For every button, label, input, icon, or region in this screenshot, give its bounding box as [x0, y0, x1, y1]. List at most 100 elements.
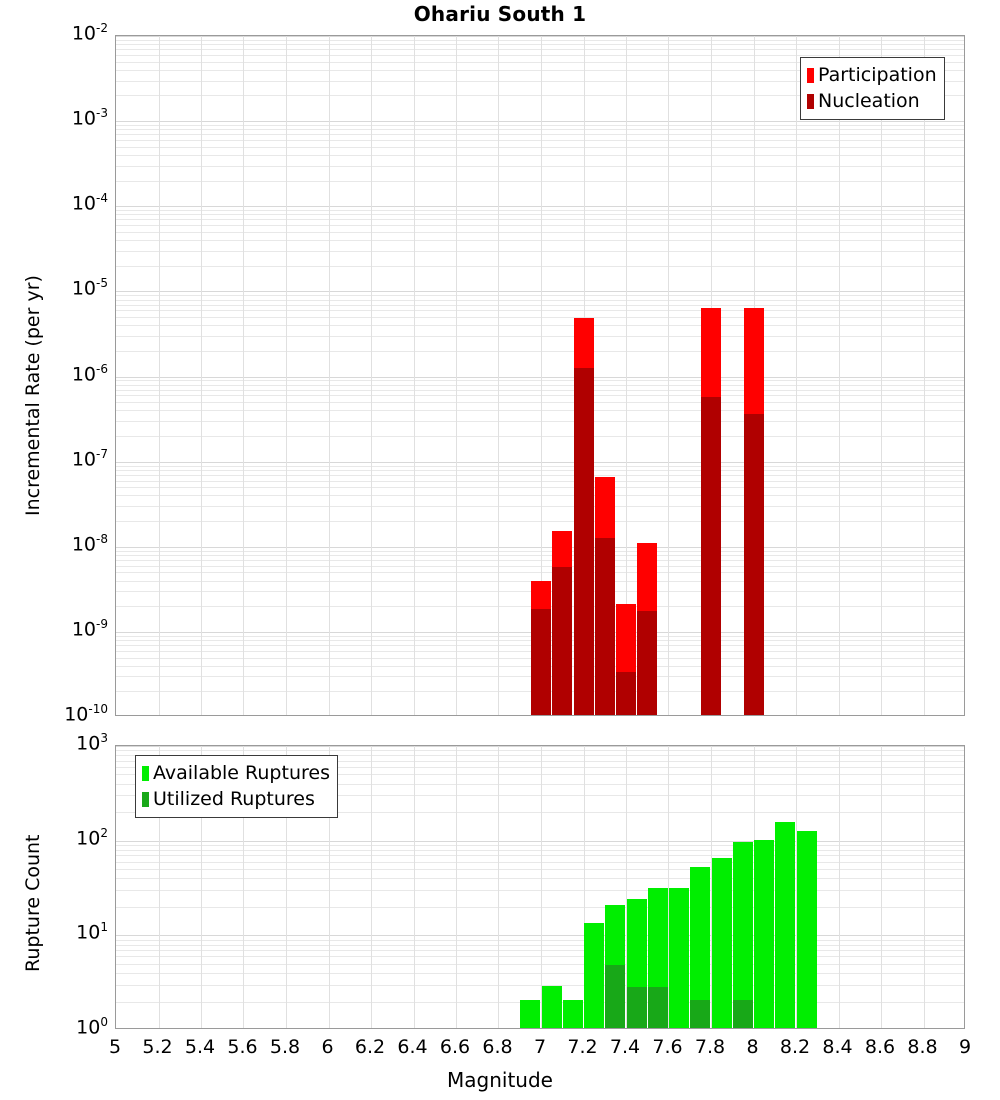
gridline-horizontal: [116, 774, 964, 775]
bar-segment-inner: [733, 1000, 753, 1028]
y-axis-tick-label: 10-3: [71, 106, 108, 130]
legend-item-nucleation[interactable]: Nucleation: [807, 88, 937, 114]
gridline-horizontal: [116, 210, 964, 211]
gridline-vertical: [924, 746, 925, 1028]
bar-group: [520, 746, 540, 1028]
available-ruptures-swatch-icon: [142, 765, 149, 781]
gridline-horizontal: [116, 62, 964, 63]
gridline-vertical: [541, 36, 542, 715]
bar-segment-outer: [797, 831, 817, 1028]
gridline-horizontal: [116, 755, 964, 756]
gridline-horizontal: [116, 495, 964, 496]
x-axis-tick-label: 6.2: [354, 1036, 386, 1058]
gridline-horizontal: [116, 317, 964, 318]
x-axis-tick-label: 7.6: [652, 1036, 683, 1058]
bar-segment-outer: [775, 822, 795, 1028]
gridline-vertical: [839, 36, 840, 715]
gridline-horizontal: [116, 377, 964, 378]
gridline-vertical: [159, 36, 160, 715]
gridline-horizontal: [116, 572, 964, 573]
x-axis-tick-label: 7.4: [609, 1036, 641, 1058]
bar-segment-inner: [701, 397, 721, 715]
page-title: Ohariu South 1: [413, 2, 587, 26]
gridline-horizontal: [116, 521, 964, 522]
x-axis-tick-label: 7.8: [694, 1036, 726, 1058]
gridline-horizontal: [116, 390, 964, 391]
gridline-horizontal: [116, 219, 964, 220]
x-axis-tick-label: 6.4: [397, 1036, 428, 1058]
bar-segment-inner: [637, 611, 657, 715]
x-axis-tick-label: 5.6: [227, 1036, 258, 1058]
gridline-horizontal: [116, 746, 964, 747]
gridline-horizontal: [116, 878, 964, 879]
gridline-horizontal: [116, 940, 964, 941]
legend-item-available-ruptures[interactable]: Available Ruptures: [142, 760, 330, 786]
grid-bottom: [116, 746, 964, 1028]
legend-item-participation[interactable]: Participation: [807, 62, 937, 88]
gridline-horizontal: [116, 81, 964, 82]
gridline-horizontal: [116, 395, 964, 396]
y-axis-tick-label: 101: [76, 920, 108, 944]
gridline-horizontal: [116, 336, 964, 337]
gridline-vertical: [243, 746, 244, 1028]
gridline-horizontal: [116, 795, 964, 796]
bar-group: [744, 36, 764, 715]
gridline-horizontal: [116, 295, 964, 296]
x-axis-tick-label: 9: [958, 1036, 972, 1058]
gridline-vertical: [456, 36, 457, 715]
gridline-horizontal: [116, 121, 964, 122]
gridline-horizontal: [116, 95, 964, 96]
gridline-vertical: [881, 36, 882, 715]
gridline-horizontal: [116, 70, 964, 71]
bar-group: [637, 36, 657, 715]
y-axis-label-bottom: Rupture Count: [22, 834, 44, 973]
bar-group: [733, 746, 753, 1028]
gridline-vertical: [541, 746, 542, 1028]
legend-item-utilized-ruptures[interactable]: Utilized Ruptures: [142, 786, 330, 812]
gridline-horizontal: [116, 266, 964, 267]
bar-segment-inner: [595, 538, 615, 715]
utilized-ruptures-swatch-icon: [142, 791, 149, 807]
gridline-horizontal: [116, 869, 964, 870]
gridline-vertical: [498, 36, 499, 715]
gridline-horizontal: [116, 985, 964, 986]
bar-group: [542, 746, 562, 1028]
bars-top: [116, 36, 964, 715]
bar-group: [669, 746, 689, 1028]
gridline-vertical: [159, 746, 160, 1028]
bar-segment-outer: [754, 840, 774, 1028]
gridline-horizontal: [116, 767, 964, 768]
gridline-horizontal: [116, 310, 964, 311]
gridline-vertical: [456, 746, 457, 1028]
bar-group: [690, 746, 710, 1028]
gridline-horizontal: [116, 907, 964, 908]
nucleation-swatch-icon: [807, 93, 814, 109]
gridline-vertical: [626, 746, 627, 1028]
gridline-horizontal: [116, 862, 964, 863]
gridline-vertical: [924, 36, 925, 715]
bar-group: [712, 746, 732, 1028]
bar-segment-outer: [733, 842, 753, 1028]
x-axis-tick-label: 7: [533, 1036, 547, 1058]
bar-segment-outer: [520, 1000, 540, 1028]
bar-segment-inner: [648, 987, 668, 1028]
x-axis-tick-label: 6.6: [439, 1036, 471, 1058]
y-axis-tick-label: 10-4: [71, 191, 108, 215]
gridline-horizontal: [116, 55, 964, 56]
gridline-horizontal: [116, 845, 964, 846]
gridline-horizontal: [116, 551, 964, 552]
gridline-vertical: [796, 746, 797, 1028]
gridline-horizontal: [116, 402, 964, 403]
x-axis-tick-label: 8.2: [779, 1036, 811, 1058]
bars-bottom: [116, 746, 964, 1028]
gridline-horizontal: [116, 855, 964, 856]
bar-segment-outer: [669, 888, 689, 1028]
gridline-horizontal: [116, 462, 964, 463]
gridline-vertical: [414, 746, 415, 1028]
gridline-horizontal: [116, 935, 964, 936]
gridline-vertical: [371, 36, 372, 715]
y-axis-tick-label: 103: [76, 731, 108, 755]
gridline-horizontal: [116, 240, 964, 241]
gridline-vertical: [626, 36, 627, 715]
gridline-horizontal: [116, 166, 964, 167]
